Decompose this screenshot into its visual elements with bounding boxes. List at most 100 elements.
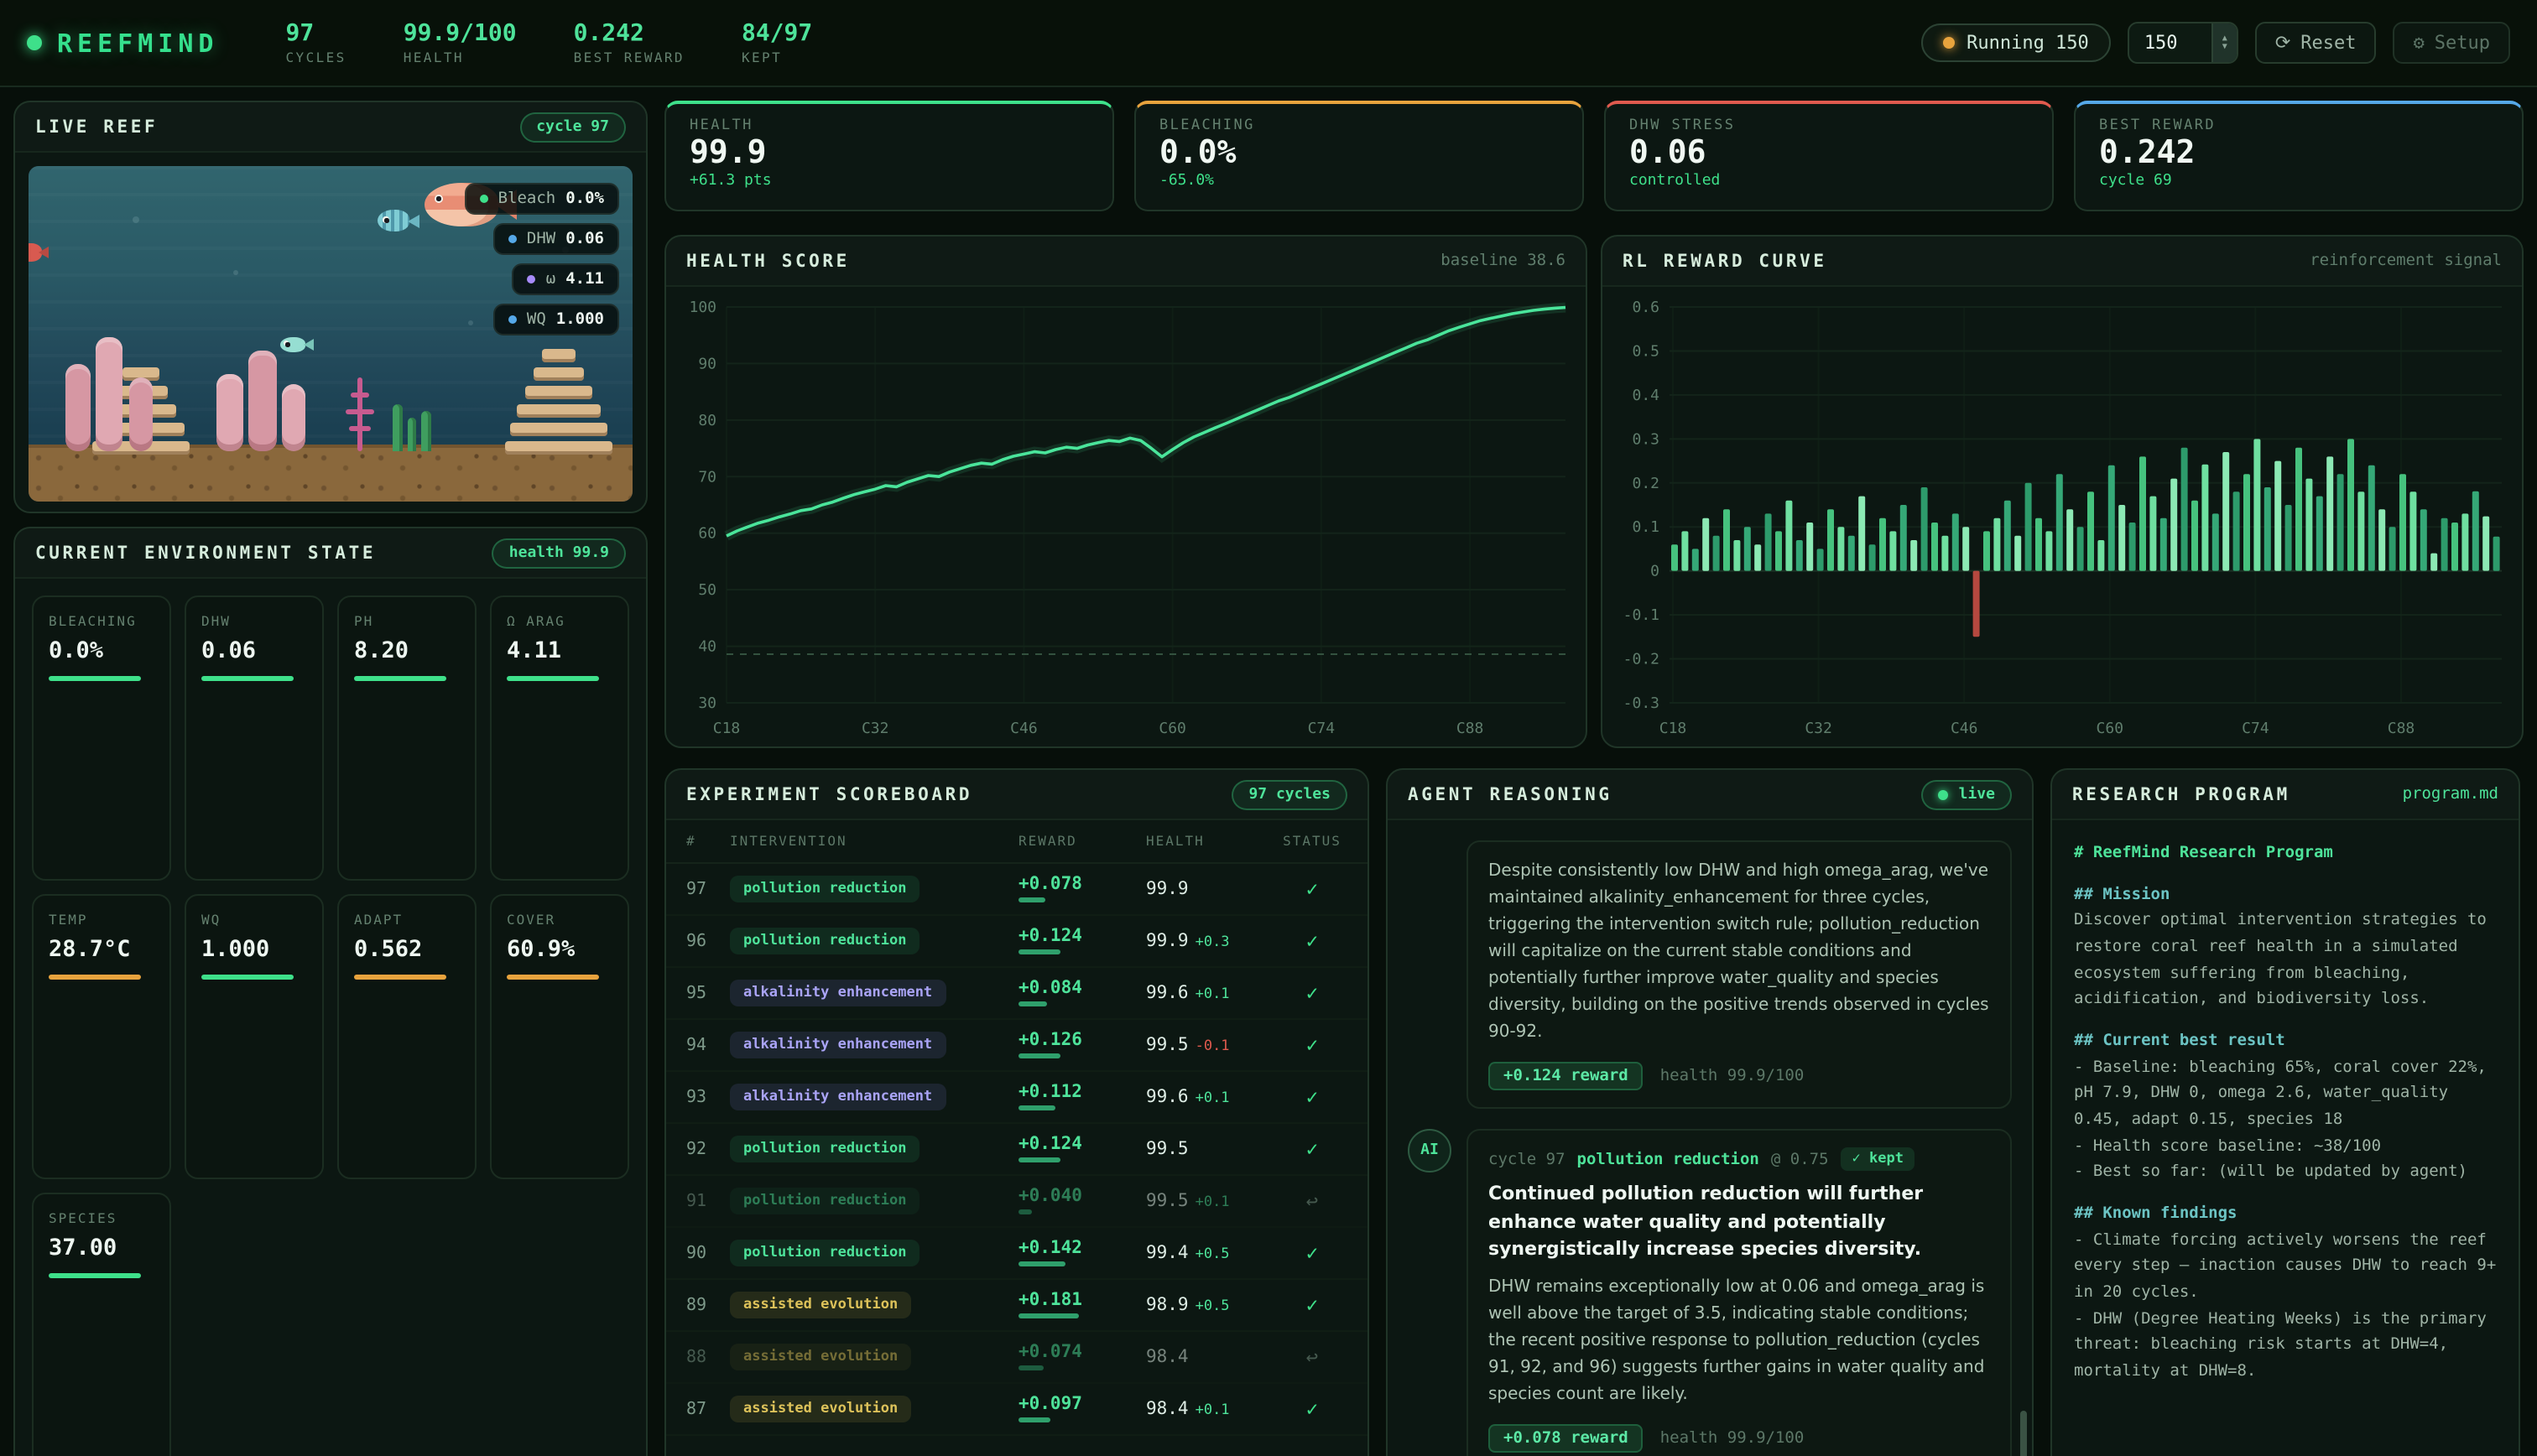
row-reward: +0.126 [1018, 1032, 1146, 1059]
health-note: health 99.9/100 [1660, 1428, 1805, 1447]
stat-card: BEST REWARD0.242cycle 69 [2074, 101, 2524, 211]
markdown-line: - DHW (Degree Heating Weeks) is the prim… [2074, 1307, 2497, 1386]
metric-label: Ω ARAG [507, 614, 612, 629]
intervention-badge: assisted evolution [730, 1292, 911, 1318]
overlay-label: WQ [527, 310, 546, 329]
svg-text:60: 60 [698, 525, 716, 543]
cycle-badge: cycle 97 [519, 112, 626, 142]
reward-curve-panel: RL REWARD CURVE reinforcement signal C18… [1601, 235, 2524, 748]
markdown-line: ## Known findings [2074, 1201, 2497, 1227]
row-intervention: assisted evolution [730, 1344, 1018, 1370]
live-reef-title: LIVE REEF [35, 117, 158, 137]
table-row[interactable]: 89assisted evolution+0.18198.9+0.5✓ [666, 1280, 1367, 1332]
svg-text:C32: C32 [862, 720, 889, 737]
branching-coral [349, 426, 371, 431]
reef-overlay-badge: DHW0.06 [493, 223, 619, 255]
row-intervention: pollution reduction [730, 1240, 1018, 1266]
brand: REEFMIND [27, 28, 219, 58]
reward-value: +0.124 [1018, 928, 1146, 945]
column-header: HEALTH [1146, 834, 1277, 849]
stepper-icon[interactable]: ▲▼ [2211, 23, 2237, 62]
health-score-panel: HEALTH SCORE baseline 38.6 C18C32C46C60C… [664, 235, 1587, 748]
health-chart-title: HEALTH SCORE [686, 251, 850, 271]
stat-card: BLEACHING0.0%-65.0% [1134, 101, 1584, 211]
status-icon: ✓ [1277, 1241, 1347, 1265]
environment-grid: BLEACHING0.0%DHW0.06PH8.20Ω ARAG4.11TEMP… [15, 579, 646, 1456]
row-reward: +0.124 [1018, 1136, 1146, 1163]
header-stat-label: CYCLES [286, 50, 346, 65]
row-reward: +0.181 [1018, 1292, 1146, 1319]
intervention-badge: pollution reduction [730, 1240, 919, 1266]
metric-underline [201, 676, 294, 680]
row-intervention: alkalinity enhancement [730, 980, 1018, 1006]
markdown-spacer [2074, 866, 2497, 881]
kept-badge: ✓ kept [1841, 1147, 1915, 1171]
metric-underline [49, 676, 142, 680]
status-dot-icon [27, 35, 42, 50]
table-row[interactable]: 97pollution reduction+0.07899.9✓ [666, 864, 1367, 916]
reward-bar [1018, 1158, 1060, 1163]
table-row[interactable]: 95alkalinity enhancement+0.08499.6+0.1✓ [666, 968, 1367, 1020]
health-chart-subtitle: baseline 38.6 [1440, 252, 1565, 270]
svg-text:0.5: 0.5 [1632, 342, 1659, 360]
cycles-input[interactable]: 150 ▲▼ [2128, 22, 2238, 64]
reward-chart-subtitle: reinforcement signal [2310, 252, 2502, 270]
table-row[interactable]: 90pollution reduction+0.14299.4+0.5✓ [666, 1228, 1367, 1280]
row-health: 98.4+0.1 [1146, 1399, 1277, 1419]
markdown-line: - Health score baseline: ~38/100 [2074, 1133, 2497, 1159]
pink-coral [216, 374, 243, 451]
svg-text:C60: C60 [1159, 720, 1186, 737]
svg-text:0: 0 [1650, 563, 1659, 580]
header-stat-label: BEST REWARD [574, 50, 685, 65]
setup-button[interactable]: ⚙ Setup [2394, 22, 2511, 64]
live-badge: live [1922, 779, 2012, 809]
edge-fish-sprite [29, 243, 50, 263]
reward-bar [1018, 1106, 1056, 1111]
table-row[interactable]: 96pollution reduction+0.12499.9+0.3✓ [666, 916, 1367, 968]
stat-card-sub: -65.0% [1159, 173, 1559, 190]
table-row[interactable]: 93alkalinity enhancement+0.11299.6+0.1✓ [666, 1072, 1367, 1124]
row-health: 99.6+0.1 [1146, 1087, 1277, 1107]
decision-meta: cycle 97 pollution reduction @ 0.75 ✓ ke… [1488, 1147, 1990, 1171]
environment-metric-card: BLEACHING0.0% [32, 595, 171, 881]
decision-headline: Continued pollution reduction will furth… [1488, 1181, 1990, 1264]
environment-title: CURRENT ENVIRONMENT STATE [35, 543, 376, 563]
environment-metric-card: PH8.20 [337, 595, 477, 881]
row-cycle: 94 [686, 1036, 730, 1054]
stat-card-value: 99.9 [690, 136, 1089, 171]
pink-coral [96, 337, 122, 451]
stat-card-label: DHW STRESS [1629, 117, 2029, 134]
health-badge: health 99.9 [492, 538, 626, 568]
svg-text:100: 100 [689, 299, 716, 316]
row-health: 99.5+0.1 [1146, 1191, 1277, 1211]
svg-text:C32: C32 [1805, 720, 1832, 737]
reward-value: +0.084 [1018, 980, 1146, 997]
status-icon: ✓ [1277, 1137, 1347, 1161]
scrollbar-thumb[interactable] [2020, 1411, 2027, 1456]
reward-value: +0.074 [1018, 1344, 1146, 1361]
intervention-badge: assisted evolution [730, 1344, 911, 1370]
reset-button[interactable]: ⟳ Reset [2255, 22, 2377, 64]
research-markdown: # ReefMind Research Program## MissionDis… [2052, 820, 2519, 1406]
header-stat: 97CYCLES [286, 20, 346, 65]
sea-plant [408, 418, 416, 451]
overlay-value: 4.11 [565, 270, 604, 289]
table-row[interactable]: 87assisted evolution+0.09798.4+0.1✓ [666, 1384, 1367, 1436]
reasoning-header: AGENT REASONING live [1388, 770, 2032, 820]
header-stat-label: HEALTH [404, 50, 517, 65]
app-title: REEFMIND [57, 28, 219, 58]
reward-bar [1018, 1366, 1044, 1371]
health-value: 99.5 [1146, 1139, 1189, 1159]
svg-text:C46: C46 [1951, 720, 1978, 737]
stat-card-value: 0.06 [1629, 136, 2029, 171]
header-stat: 84/97KEPT [742, 20, 812, 65]
header-stat-value: 99.9/100 [404, 20, 517, 47]
branching-coral [357, 377, 362, 451]
table-row[interactable]: 92pollution reduction+0.12499.5✓ [666, 1124, 1367, 1176]
branching-coral [351, 393, 369, 398]
markdown-line: ## Current best result [2074, 1028, 2497, 1054]
table-row[interactable]: 94alkalinity enhancement+0.12699.5-0.1✓ [666, 1020, 1367, 1072]
table-row[interactable]: 88assisted evolution+0.07498.4↩ [666, 1332, 1367, 1384]
table-row[interactable]: 91pollution reduction+0.04099.5+0.1↩ [666, 1176, 1367, 1228]
stat-card-value: 0.242 [2099, 136, 2498, 171]
